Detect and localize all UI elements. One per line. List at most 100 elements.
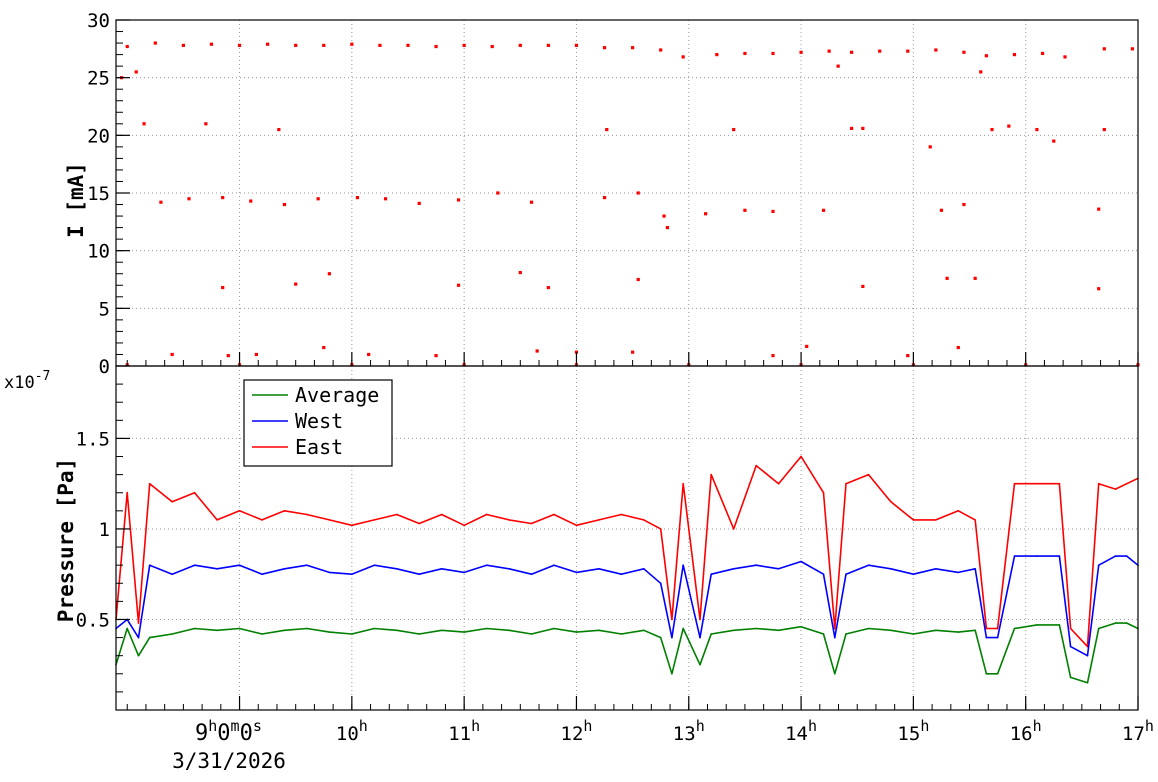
pressure-point-west — [822, 573, 825, 576]
pressure-y-tick-label: 1.5 — [76, 428, 110, 450]
time-offset-second: 0 — [240, 721, 253, 746]
pressure-point-west — [643, 567, 645, 570]
current-data-point — [456, 198, 461, 202]
pressure-point-east — [985, 627, 988, 630]
current-data-point — [827, 49, 831, 53]
pressure-point-west — [755, 564, 757, 566]
pressure-point-east — [800, 455, 802, 458]
time-offset-label: 9h0m0s — [195, 717, 262, 746]
pressure-point-east — [867, 473, 870, 476]
current-data-point — [282, 202, 287, 207]
current-y-tick-label: 10 — [87, 241, 110, 263]
pressure-point-average — [659, 636, 662, 639]
current-data-point — [153, 41, 157, 45]
pressure-point-west — [659, 582, 662, 585]
pressure-point-average — [137, 654, 140, 657]
pressure-point-east — [238, 510, 241, 512]
pressure-point-east — [1125, 482, 1128, 485]
pressure-y-multiplier-base: x10 — [4, 373, 35, 393]
current-data-point — [928, 145, 932, 149]
current-data-point — [602, 196, 607, 200]
current-data-point — [518, 43, 522, 47]
current-data-point — [956, 345, 960, 350]
current-data-point — [878, 49, 882, 53]
pressure-point-west — [682, 564, 684, 566]
pressure-y-ticks: 0.5 1 1.5 — [76, 383, 130, 693]
legend: Average West East — [243, 379, 393, 467]
current-data-point — [456, 283, 461, 287]
pressure-point-east — [682, 482, 684, 485]
pressure-point-west — [699, 636, 701, 639]
pressure-point-average — [1013, 627, 1016, 630]
current-data-point — [631, 46, 635, 50]
pressure-point-west — [996, 636, 999, 639]
pressure-point-average — [171, 633, 173, 635]
pressure-point-average — [800, 625, 802, 628]
current-data-point — [602, 46, 607, 50]
pressure-point-average — [833, 672, 836, 675]
pressure-point-west — [553, 564, 555, 566]
current-data-point — [462, 43, 466, 47]
current-data-point — [836, 64, 840, 68]
current-data-point — [125, 44, 129, 49]
pressure-point-average — [974, 629, 976, 632]
pressure-point-east — [912, 519, 915, 521]
current-data-point — [906, 49, 910, 53]
time-offset-hour: 9 — [195, 721, 208, 746]
current-data-point — [1012, 53, 1017, 57]
current-data-point — [204, 122, 208, 126]
current-data-point — [209, 42, 214, 46]
current-data-point — [237, 43, 242, 47]
pressure-point-east — [777, 482, 780, 485]
current-y-tick-label: 25 — [87, 68, 110, 90]
current-data-point — [715, 53, 719, 57]
pressure-point-average — [440, 629, 443, 632]
pressure-point-west — [440, 567, 443, 570]
pressure-x-tick-label: 12h — [561, 717, 593, 745]
pressure-x-tick-label: 15h — [897, 717, 929, 745]
pressure-point-west — [671, 636, 673, 639]
pressure-point-east — [148, 482, 151, 485]
pressure-point-west — [238, 564, 241, 566]
current-y-tick-label: 30 — [87, 10, 110, 32]
pressure-point-west — [732, 567, 735, 570]
pressure-point-average — [822, 633, 825, 635]
current-data-point — [434, 354, 438, 358]
pressure-point-average — [216, 629, 218, 632]
current-data-point — [1035, 127, 1039, 132]
pressure-point-west — [328, 571, 331, 574]
current-x-ticks — [126, 352, 1139, 366]
pressure-point-average — [845, 633, 847, 635]
pressure-point-average — [373, 627, 376, 630]
pressure-point-west — [283, 567, 286, 570]
pressure-point-average — [699, 663, 701, 666]
pressure-point-east — [553, 513, 555, 516]
pressure-point-average — [996, 672, 999, 675]
pressure-point-east — [351, 524, 353, 527]
pressure-point-average — [620, 633, 623, 635]
current-data-point — [984, 54, 988, 58]
pressure-point-average — [508, 629, 510, 632]
time-offset-second-unit: s — [253, 717, 262, 735]
pressure-point-west — [1069, 645, 1072, 648]
current-data-point — [1097, 287, 1101, 291]
pressure-point-west — [1086, 654, 1089, 657]
pressure-point-west — [800, 560, 802, 563]
pressure-point-west — [1036, 555, 1038, 557]
current-data-point — [1102, 127, 1106, 132]
current-data-point — [805, 344, 809, 348]
pressure-panel: 0.5 1 1.5 10h 11h 12h 13h 14h 15h 16h 17h Pressur… — [4, 365, 1154, 745]
pressure-point-east — [974, 519, 976, 521]
legend-label-average: Average — [295, 383, 379, 407]
current-data-point — [316, 197, 320, 201]
pressure-point-average — [553, 627, 555, 630]
pressure-point-east — [485, 513, 488, 516]
pressure-point-west — [867, 564, 870, 566]
current-data-point — [546, 43, 550, 47]
current-data-point — [417, 201, 421, 205]
legend-label-west: West — [295, 409, 343, 433]
pressure-point-east — [261, 519, 263, 521]
current-data-point — [662, 214, 666, 218]
current-data-point — [1007, 124, 1011, 128]
pressure-point-average — [732, 629, 735, 632]
